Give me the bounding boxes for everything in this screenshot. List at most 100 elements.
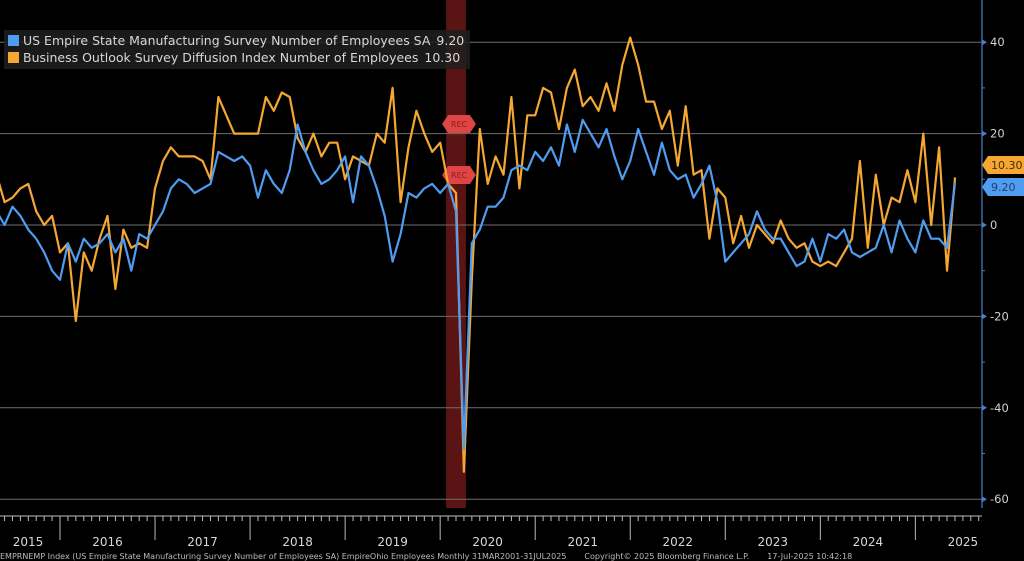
data-point [518, 164, 521, 167]
recession-marker [442, 166, 476, 184]
data-point [787, 251, 790, 254]
y-tick [982, 313, 987, 320]
data-point [43, 251, 45, 254]
series-line-empire [0, 118, 957, 450]
data-point [946, 269, 948, 272]
data-point [344, 155, 346, 158]
x-tick-label: 2019 [377, 535, 408, 549]
data-point [692, 173, 695, 176]
y-tick-label: 20 [990, 127, 1005, 141]
data-point [724, 196, 727, 199]
data-point [518, 187, 521, 190]
data-point [304, 151, 307, 153]
data-point [257, 196, 259, 199]
data-point [98, 237, 101, 240]
data-point [130, 247, 133, 249]
data-point [431, 151, 434, 153]
data-point [819, 265, 822, 267]
data-point [566, 87, 568, 89]
data-point [122, 228, 125, 231]
data-point [59, 279, 61, 281]
data-point [534, 114, 536, 117]
data-point [328, 141, 331, 144]
data-point [708, 164, 711, 167]
data-point [954, 182, 956, 184]
data-point [930, 224, 932, 226]
data-point [669, 109, 671, 112]
y-tick [982, 496, 987, 503]
data-point [59, 251, 61, 254]
data-point [938, 146, 940, 149]
data-point [193, 192, 196, 194]
data-point [542, 160, 544, 162]
data-point [605, 82, 608, 85]
data-point [756, 224, 758, 226]
data-point [209, 183, 212, 185]
data-point [233, 132, 236, 135]
data-point [795, 247, 798, 249]
data-point [336, 169, 339, 171]
data-point [82, 251, 85, 254]
data-point [376, 132, 378, 135]
data-point [130, 269, 133, 272]
data-point [882, 224, 885, 226]
data-point [510, 169, 513, 171]
data-point [336, 141, 339, 144]
data-point [684, 173, 687, 176]
data-point [455, 192, 457, 194]
data-point [637, 64, 639, 66]
y-tick-label: -40 [990, 401, 1009, 415]
data-point [914, 251, 917, 254]
data-point [90, 247, 93, 249]
data-point [407, 146, 410, 149]
footer-timestamp: 17-Jul-2025 10:42:18 [767, 552, 853, 561]
data-point [106, 233, 109, 235]
data-point [890, 196, 893, 199]
data-point [613, 109, 616, 112]
data-point [486, 205, 489, 208]
data-point [51, 269, 53, 272]
data-point [795, 265, 798, 267]
data-point [376, 187, 378, 190]
data-point [423, 187, 426, 190]
gridlines [0, 41, 982, 500]
data-point [859, 160, 861, 162]
data-point [534, 151, 536, 153]
data-point [399, 201, 402, 203]
data-point [629, 36, 632, 39]
data-point [296, 137, 299, 139]
data-point [811, 260, 814, 263]
last-value-tags: 10.30 9.20 [982, 156, 1024, 196]
data-point [898, 201, 901, 203]
data-point [756, 210, 758, 213]
data-point [344, 178, 346, 181]
data-point [859, 256, 861, 258]
x-tick-label: 2023 [758, 535, 789, 549]
footer-copyright: Copyright© 2025 Bloomberg Finance L.P. [584, 552, 750, 561]
data-point [700, 169, 703, 171]
last-value-tag [982, 156, 1024, 174]
data-point [589, 96, 592, 98]
footer: EMPRNEMP Index (US Empire State Manufact… [0, 552, 1024, 561]
x-tick-label: 2024 [853, 535, 884, 549]
data-point [669, 169, 671, 171]
x-tick-label: 2016 [92, 535, 123, 549]
data-point [51, 215, 53, 217]
recession-marker [442, 115, 476, 133]
data-point [265, 96, 267, 98]
data-point [914, 201, 917, 203]
x-tick-label: 2017 [187, 535, 218, 549]
data-point [439, 192, 441, 194]
data-point [273, 183, 275, 185]
data-point [922, 132, 925, 135]
data-point [478, 128, 481, 130]
data-point [906, 237, 909, 240]
x-tick-label: 2025 [948, 535, 979, 549]
data-point [35, 210, 38, 213]
data-point [11, 196, 14, 199]
recession-label: REC [451, 120, 468, 129]
x-axis: 2015 2016 2017 2018 2019 2020 2021 2022 2023 2024… [0, 515, 982, 549]
data-point [383, 141, 386, 144]
y-tick-label: -60 [990, 492, 1009, 506]
